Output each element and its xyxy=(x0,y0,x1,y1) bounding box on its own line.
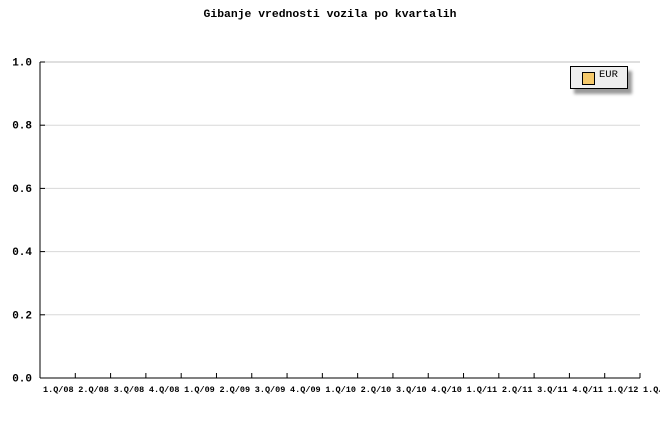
svg-text:1.Q/09: 1.Q/09 xyxy=(184,385,215,395)
svg-text:1.Q/10: 1.Q/10 xyxy=(325,385,356,395)
svg-text:2.Q/10: 2.Q/10 xyxy=(361,385,392,395)
svg-text:0.4: 0.4 xyxy=(12,247,32,259)
svg-text:3.Q/09: 3.Q/09 xyxy=(255,385,286,395)
svg-text:1.Q/11: 1.Q/11 xyxy=(467,385,498,395)
svg-text:4.Q/08: 4.Q/08 xyxy=(149,385,180,395)
svg-text:0.8: 0.8 xyxy=(12,121,32,133)
svg-text:1.Q/08: 1.Q/08 xyxy=(43,385,74,395)
svg-text:0.0: 0.0 xyxy=(12,374,32,386)
svg-text:3.Q/11: 3.Q/11 xyxy=(537,385,568,395)
svg-text:2.Q/08: 2.Q/08 xyxy=(78,385,109,395)
svg-text:4.Q/10: 4.Q/10 xyxy=(431,385,462,395)
svg-text:0.6: 0.6 xyxy=(12,184,32,196)
svg-text:1.Q/12: 1.Q/12 xyxy=(643,385,660,395)
svg-text:1.0: 1.0 xyxy=(12,58,32,70)
svg-text:4.Q/11: 4.Q/11 xyxy=(572,385,603,395)
svg-text:2.Q/09: 2.Q/09 xyxy=(219,385,250,395)
svg-text:4.Q/09: 4.Q/09 xyxy=(290,385,321,395)
svg-text:0.2: 0.2 xyxy=(12,310,32,322)
svg-text:2.Q/11: 2.Q/11 xyxy=(502,385,533,395)
svg-text:3.Q/10: 3.Q/10 xyxy=(396,385,427,395)
svg-text:1.Q/12: 1.Q/12 xyxy=(608,385,639,395)
svg-text:3.Q/08: 3.Q/08 xyxy=(114,385,145,395)
